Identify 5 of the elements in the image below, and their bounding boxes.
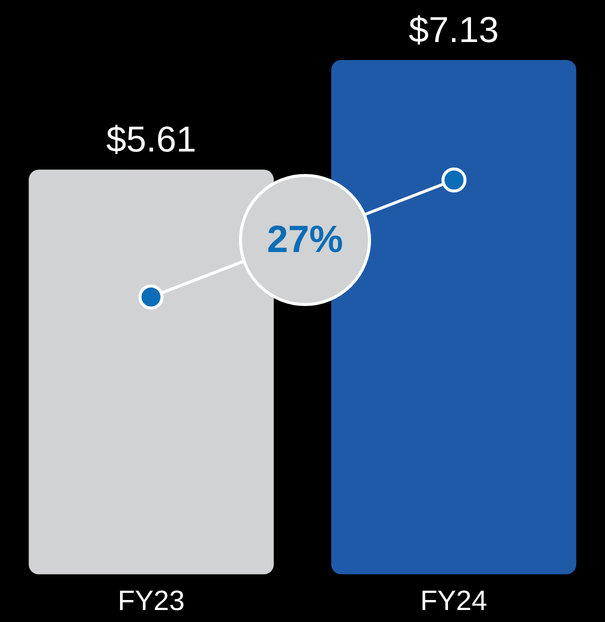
annotation: 27% — [239, 174, 371, 306]
x-tick-label: FY23 — [118, 584, 185, 616]
data-label: $5.61 — [106, 118, 196, 160]
x-tick-label: FY24 — [420, 584, 488, 616]
data-label: $7.13 — [408, 8, 499, 50]
